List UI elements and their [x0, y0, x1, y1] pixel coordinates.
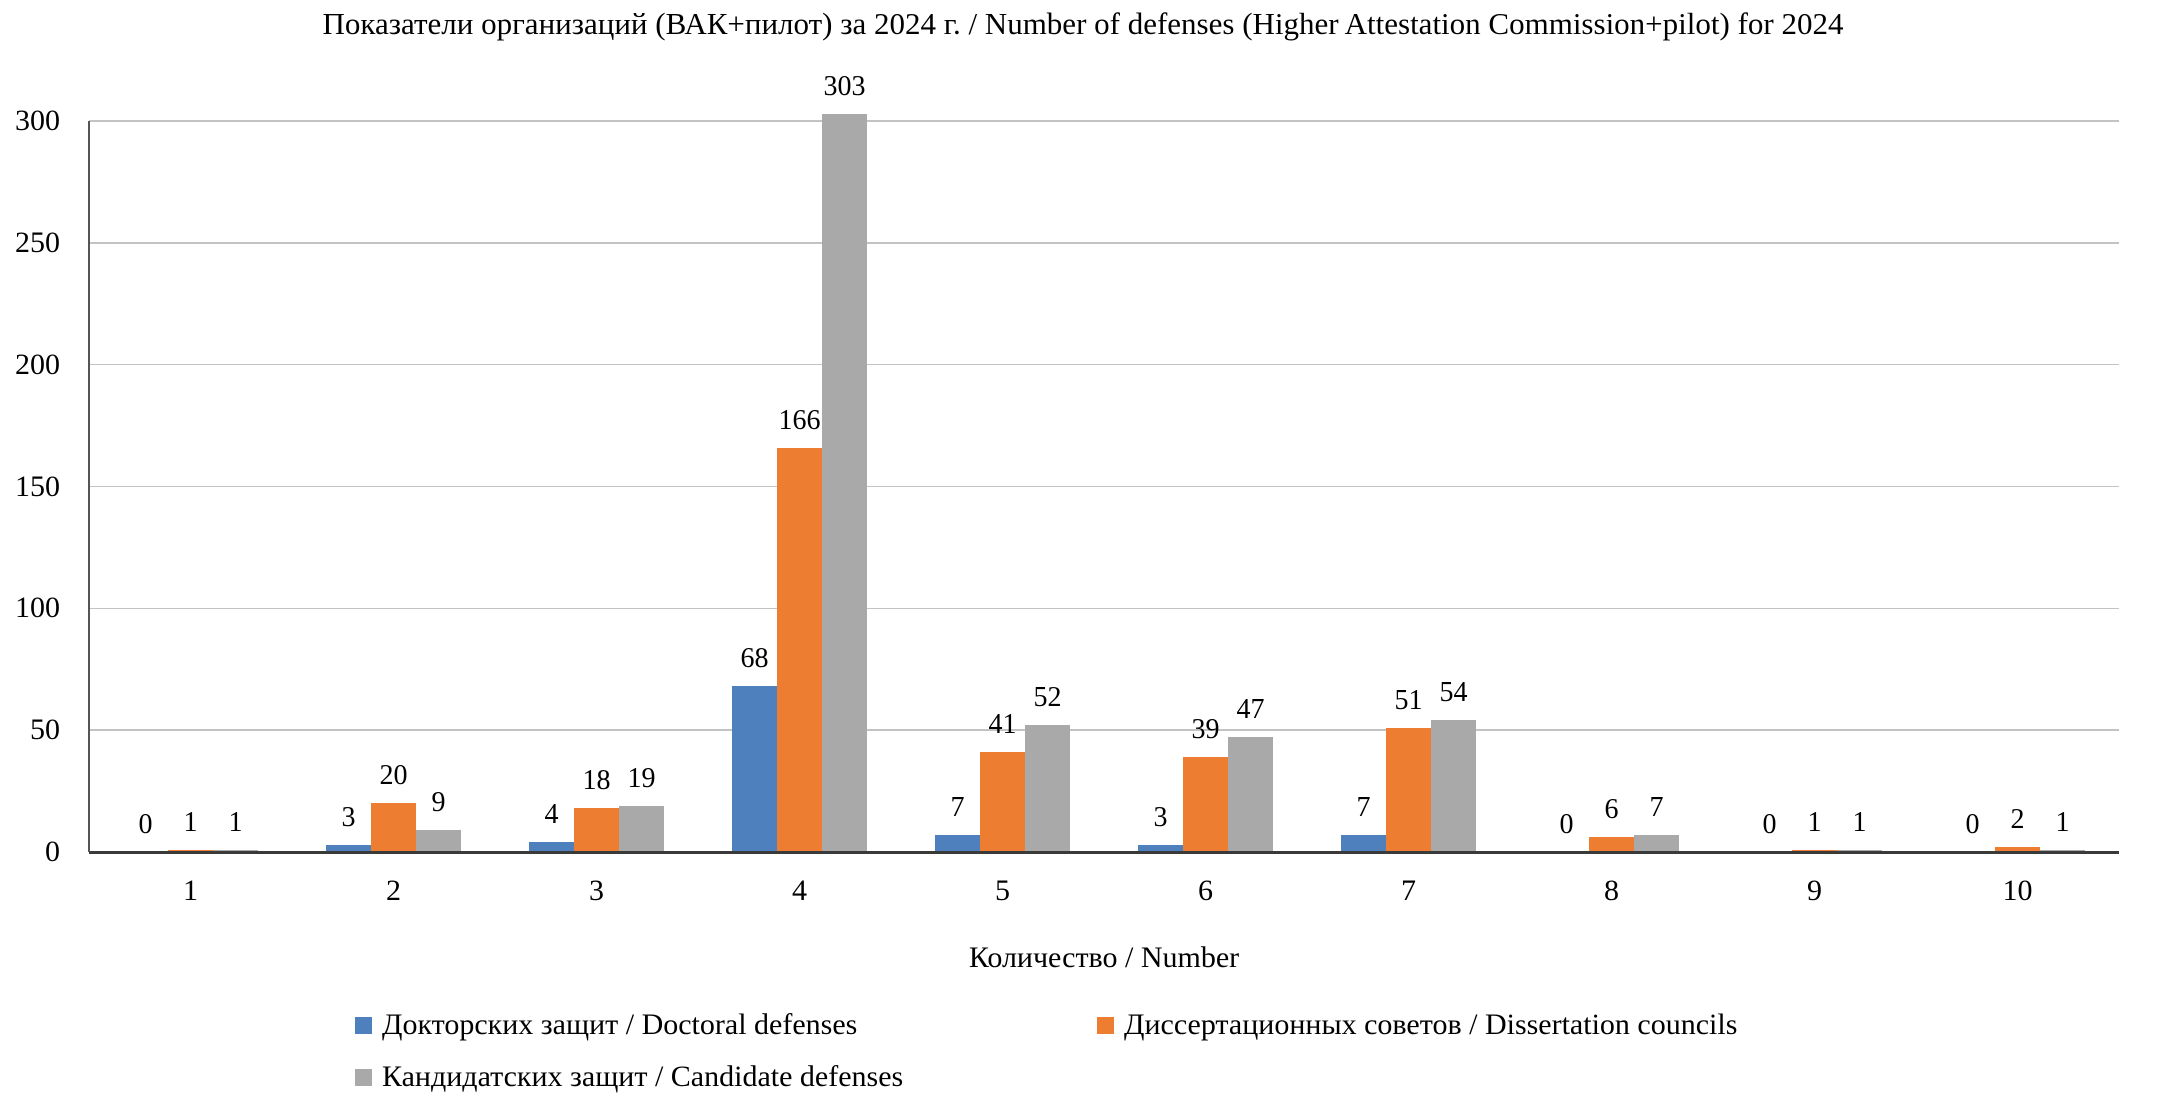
x-tick-label: 1 — [183, 874, 198, 907]
legend-label: Диссертационных советов / Dissertation c… — [1124, 1008, 1738, 1041]
data-label: 166 — [778, 404, 821, 436]
data-label: 7 — [950, 791, 965, 823]
data-label: 7 — [1356, 791, 1371, 823]
bar — [213, 849, 258, 852]
y-axis-line — [88, 121, 90, 852]
bar — [371, 803, 416, 852]
legend-item: Кандидатских защит / Candidate defenses — [355, 1060, 903, 1094]
x-tick-label: 10 — [2002, 874, 2033, 907]
data-label: 0 — [1762, 809, 1777, 840]
data-label: 1 — [1807, 806, 1822, 838]
data-label: 4 — [544, 799, 559, 831]
data-label: 3 — [341, 801, 356, 833]
bar — [1431, 720, 1476, 852]
bar — [1228, 737, 1273, 852]
data-label: 19 — [627, 762, 656, 794]
legend-label: Докторских защит / Doctoral defenses — [382, 1008, 858, 1041]
data-label: 2 — [2010, 804, 2025, 836]
data-label: 18 — [582, 765, 611, 797]
x-tick-label: 2 — [386, 874, 401, 907]
bar — [326, 844, 371, 852]
data-label: 1 — [228, 806, 243, 838]
bar — [1341, 834, 1386, 852]
data-label: 1 — [2055, 806, 2070, 838]
y-tick-label: 150 — [15, 469, 60, 503]
data-label: 54 — [1439, 677, 1468, 709]
data-label: 303 — [823, 70, 866, 102]
bar — [1589, 837, 1634, 852]
data-label: 52 — [1033, 682, 1062, 714]
gridline — [89, 120, 2119, 122]
data-label: 20 — [379, 760, 408, 792]
x-tick-label: 5 — [995, 874, 1010, 907]
data-label: 0 — [1965, 809, 1980, 840]
x-axis-line — [89, 851, 2119, 854]
legend-item: Докторских защит / Doctoral defenses — [355, 1008, 857, 1042]
data-label: 0 — [1559, 809, 1574, 840]
bar — [168, 849, 213, 852]
bar — [980, 752, 1025, 852]
data-label: 1 — [1852, 806, 1867, 838]
bar — [1138, 844, 1183, 852]
y-tick-label: 250 — [15, 225, 60, 259]
gridline — [89, 485, 2119, 488]
bar — [1634, 834, 1679, 852]
gridline — [89, 729, 2119, 731]
bar — [1183, 756, 1228, 852]
bar — [1837, 849, 1882, 852]
legend-swatch-icon — [355, 1068, 372, 1086]
data-label: 39 — [1191, 713, 1220, 745]
bar — [619, 805, 664, 852]
bar — [1792, 849, 1837, 852]
bar — [732, 686, 777, 852]
bar — [2040, 849, 2085, 852]
data-label: 41 — [988, 709, 1017, 741]
x-axis-title: Количество / Number — [968, 941, 1240, 974]
legend-swatch-icon — [1097, 1016, 1114, 1034]
bar — [1995, 847, 2040, 852]
data-label: 0 — [138, 809, 153, 840]
y-tick-label: 0 — [45, 835, 60, 868]
bar — [416, 830, 461, 852]
x-tick-label: 9 — [1807, 874, 1822, 907]
data-label: 1 — [183, 806, 198, 838]
legend-item: Диссертационных советов / Dissertation c… — [1097, 1008, 1737, 1042]
bar — [822, 113, 867, 852]
y-tick-label: 50 — [30, 713, 60, 747]
x-tick-label: 3 — [589, 874, 604, 907]
data-label: 51 — [1394, 684, 1423, 716]
bar — [1025, 725, 1070, 852]
legend-label: Кандидатских защит / Candidate defenses — [382, 1060, 904, 1093]
bar — [777, 447, 822, 852]
gridline — [89, 363, 2119, 366]
gridline — [89, 242, 2119, 244]
bar — [529, 842, 574, 852]
x-tick-label: 7 — [1401, 874, 1416, 907]
legend-swatch-icon — [355, 1016, 372, 1034]
data-label: 3 — [1153, 801, 1168, 833]
x-tick-label: 6 — [1198, 874, 1213, 907]
data-label: 7 — [1649, 791, 1664, 823]
bar — [935, 834, 980, 852]
chart-title: Показатели организаций (ВАК+пилот) за 20… — [322, 6, 1844, 41]
y-tick-label: 300 — [15, 104, 60, 137]
data-label: 6 — [1604, 794, 1619, 826]
y-tick-label: 200 — [15, 347, 60, 381]
bar — [574, 808, 619, 852]
data-label: 9 — [431, 787, 446, 819]
x-tick-label: 4 — [792, 874, 807, 907]
gridline — [89, 607, 2119, 610]
bar — [1386, 727, 1431, 852]
data-label: 68 — [740, 643, 769, 675]
data-label: 47 — [1236, 694, 1265, 726]
x-tick-label: 8 — [1604, 874, 1619, 907]
y-tick-label: 100 — [15, 591, 60, 625]
